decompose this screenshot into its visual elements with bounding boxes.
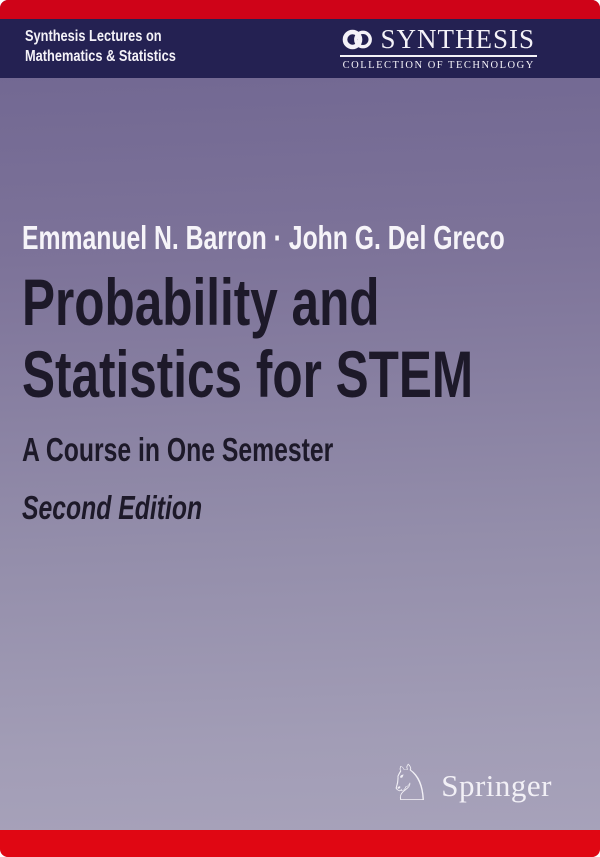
synthesis-wordmark: SYNTHESIS xyxy=(380,24,535,54)
springer-logo: ♘ Springer xyxy=(387,758,552,808)
book-title: Probability and Statistics for STEM xyxy=(22,266,600,410)
book-subtitle: A Course in One Semester xyxy=(22,431,334,468)
series-title: Synthesis Lectures on Mathematics & Stat… xyxy=(25,27,214,67)
authors-line: Emmanuel N. Barron · John G. Del Greco xyxy=(22,220,600,256)
synthesis-logo-row: SYNTHESIS xyxy=(340,26,537,57)
book-title-line1: Probability and xyxy=(22,265,380,339)
synthesis-logo: SYNTHESIS COLLECTION OF TECHNOLOGY xyxy=(340,26,537,71)
edition-label: Second Edition xyxy=(22,489,203,526)
top-red-band xyxy=(0,0,600,19)
book-title-line2: Statistics for STEM xyxy=(22,337,474,411)
bottom-red-band xyxy=(0,830,600,857)
series-title-line2: Mathematics & Statistics xyxy=(25,48,176,65)
synthesis-tagline: COLLECTION OF TECHNOLOGY xyxy=(342,60,535,71)
springer-wordmark: Springer xyxy=(441,767,552,803)
series-title-line1: Synthesis Lectures on xyxy=(25,28,162,45)
series-header-band: Synthesis Lectures on Mathematics & Stat… xyxy=(0,19,600,78)
infinity-rings-icon xyxy=(342,29,373,50)
chess-knight-icon: ♘ xyxy=(387,754,433,812)
authors-text: Emmanuel N. Barron · John G. Del Greco xyxy=(22,219,505,256)
